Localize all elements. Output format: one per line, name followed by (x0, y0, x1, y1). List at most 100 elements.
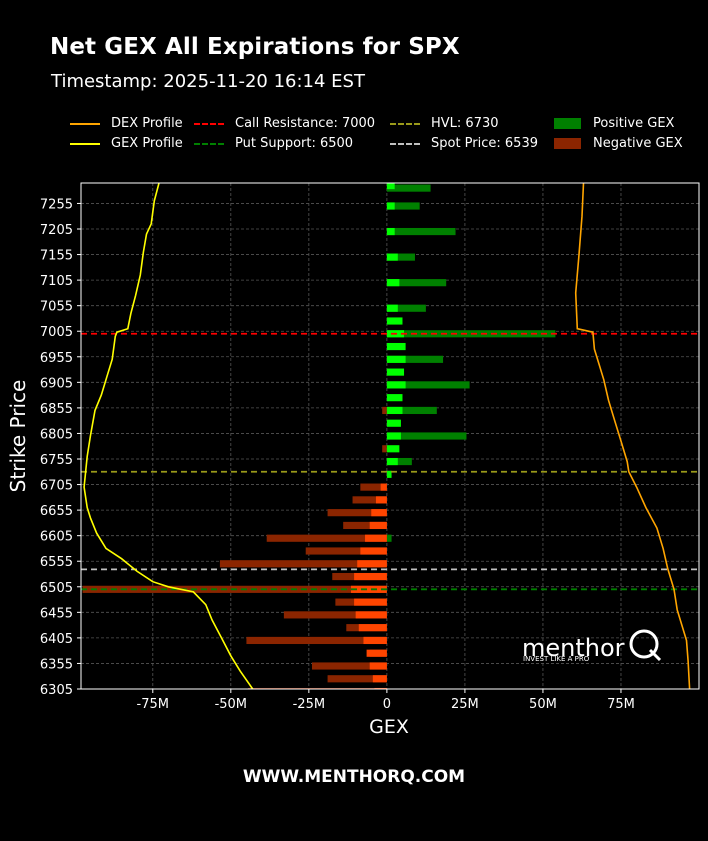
positive-gex-near-bar (386, 227, 395, 236)
negative-gex-near-bar (369, 521, 387, 530)
x-tick-label: 0 (383, 697, 391, 712)
positive-gex-near-bar (386, 457, 398, 466)
positive-gex-bar (386, 406, 437, 415)
legend-call-resistance-label: Call Resistance: 7000 (235, 116, 376, 131)
y-tick-label: 6905 (40, 376, 73, 391)
watermark-tagline: INVEST LIKE A PRO (523, 655, 590, 663)
negative-gex-bar (311, 662, 387, 670)
negative-gex-near-bar (366, 649, 387, 657)
x-tick-label: -50M (215, 697, 247, 712)
negative-gex-bar (305, 547, 387, 555)
negative-gex-bar (327, 509, 387, 517)
positive-gex-bar (386, 227, 456, 236)
y-tick-label: 6455 (40, 606, 73, 621)
gex-profile-line (83, 183, 254, 689)
positive-gex-near-bar (386, 183, 395, 190)
legend-positive-gex-label: Positive GEX (593, 116, 675, 131)
negative-gex-bar (382, 406, 387, 415)
dex-profile-line (574, 183, 691, 689)
positive-gex-near-bar (386, 470, 392, 478)
positive-gex-near-bar (386, 202, 395, 210)
positive-gex-near-bar (386, 394, 403, 402)
positive-gex-bar (386, 432, 467, 440)
legend-positive-gex: Positive GEX (554, 116, 674, 131)
y-tick-label: 6555 (40, 555, 73, 570)
positive-gex-near-bar (386, 419, 401, 427)
negative-gex-bar (219, 560, 387, 568)
positive-gex-bar (386, 534, 392, 542)
legend-put-support-swatch (194, 142, 224, 145)
y-tick-label: 7105 (40, 274, 73, 289)
negative-gex-bar (247, 687, 387, 689)
y-tick-label: 6605 (40, 530, 73, 545)
legend-positive-gex-swatch (554, 118, 581, 129)
y-tick-label: 7005 (40, 325, 73, 340)
x-tick-label: -75M (137, 697, 169, 712)
x-tick-label: 50M (529, 697, 557, 712)
watermark-q-icon (629, 629, 659, 659)
chart-title: Net GEX All Expirations for SPX (50, 34, 460, 60)
negative-gex-near-bar (357, 560, 387, 568)
legend-put-support: Put Support: 6500 (194, 136, 353, 151)
legend-gex-swatch (70, 142, 100, 145)
y-tick-label: 6855 (40, 402, 73, 417)
legend-dex-swatch (70, 122, 100, 125)
legend-spot-price: Spot Price: 6539 (390, 136, 538, 151)
negative-gex-bar (283, 611, 387, 619)
legend-hvl-label: HVL: 6730 (431, 116, 499, 131)
positive-gex-near-bar (386, 445, 400, 453)
positive-gex-near-bar (386, 432, 401, 440)
positive-gex-near-bar (386, 355, 406, 363)
positive-gex-near-bar (386, 342, 406, 351)
y-tick-label: 7155 (40, 249, 73, 264)
watermark-q-tail (648, 648, 662, 662)
negative-gex-near-bar (369, 662, 387, 670)
footer-url: WWW.MENTHORQ.COM (242, 767, 466, 787)
legend-spot-price-swatch (390, 142, 420, 145)
x-tick-label: 75M (607, 697, 635, 712)
legend-call-resistance-swatch (194, 122, 224, 125)
y-tick-label: 7205 (40, 223, 73, 238)
negative-gex-near-bar (354, 598, 387, 606)
positive-gex-near-bar (386, 381, 406, 389)
negative-gex-near-bar (365, 534, 387, 542)
negative-gex-bar (343, 521, 387, 530)
negative-gex-bar (382, 445, 387, 453)
positive-gex-bar (386, 253, 415, 261)
negative-gex-bar (360, 483, 387, 491)
negative-gex-near-bar (363, 636, 387, 645)
watermark-logo: menthor INVEST LIKE A PRO (522, 629, 662, 663)
negative-gex-bar (327, 675, 387, 683)
y-tick-label: 6355 (40, 657, 73, 672)
positive-gex-bar (386, 202, 420, 210)
y-tick-label: 6305 (40, 683, 73, 698)
negative-gex-bar (352, 496, 387, 504)
legend-hvl: HVL: 6730 (390, 116, 499, 131)
positive-gex-near-bar (386, 317, 403, 325)
negative-gex-near-bar (354, 572, 387, 581)
legend-gex-profile: GEX Profile (70, 136, 183, 151)
negative-gex-near-bar (371, 509, 387, 517)
x-tick-label: 25M (451, 697, 479, 712)
positive-gex-bar (386, 184, 431, 192)
chart-timestamp: Timestamp: 2025-11-20 16:14 EST (51, 71, 365, 92)
legend-negative-gex-label: Negative GEX (593, 136, 683, 151)
legend-dex-profile: DEX Profile (70, 116, 183, 131)
negative-gex-bar (266, 534, 387, 542)
y-tick-label: 7255 (40, 197, 73, 212)
y-axis-label: Strike Price (6, 380, 30, 493)
negative-gex-near-bar (358, 624, 387, 632)
legend-hvl-swatch (390, 122, 420, 125)
positive-gex-bar (386, 381, 470, 389)
negative-gex-near-bar (380, 483, 387, 491)
chart-legend: DEX Profile GEX Profile Call Resistance:… (70, 116, 700, 158)
negative-gex-near-bar (375, 496, 387, 504)
negative-gex-near-bar (350, 585, 387, 593)
y-tick-label: 6655 (40, 504, 73, 519)
positive-gex-bar (386, 457, 412, 466)
positive-gex-near-bar (386, 304, 398, 312)
plot-frame (80, 182, 700, 690)
negative-gex-near-bar (374, 687, 387, 689)
positive-gex-near-bar (386, 253, 398, 261)
y-tick-label: 7055 (40, 300, 73, 315)
